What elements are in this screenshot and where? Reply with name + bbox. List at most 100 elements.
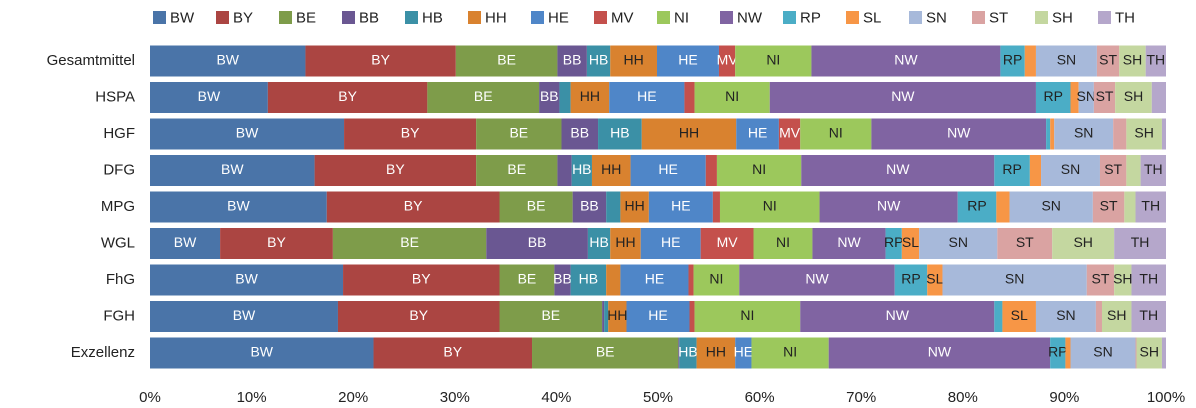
legend-swatch	[972, 11, 985, 24]
segment-label: SH	[1140, 344, 1159, 360]
bar-segment	[559, 82, 571, 113]
legend-swatch	[594, 11, 607, 24]
bar-segment	[957, 191, 997, 223]
segment-label: NI	[752, 161, 766, 177]
bar-segment	[606, 191, 621, 223]
segment-label: BE	[527, 198, 546, 214]
segment-label: HH	[623, 52, 643, 68]
bar-segment	[1024, 45, 1036, 77]
legend-swatch	[279, 11, 292, 24]
x-tick-label: 0%	[139, 389, 161, 406]
segment-label: HB	[589, 234, 608, 250]
bar-segment	[1065, 337, 1071, 369]
segment-label: NW	[886, 161, 910, 177]
bar-segment	[572, 191, 607, 223]
bar-segment	[1114, 264, 1132, 296]
bar-segment	[1096, 45, 1120, 77]
segment-label: SN	[1077, 88, 1096, 104]
segment-label: HE	[671, 198, 690, 214]
segment-label: SL	[926, 271, 943, 287]
segment-label: NW	[891, 88, 915, 104]
segment-label: SH	[1107, 307, 1126, 323]
bar-segment	[455, 45, 558, 77]
segment-label: SN	[1074, 125, 1093, 141]
segment-label: HB	[610, 125, 629, 141]
category-label: HSPA	[95, 88, 135, 105]
segment-label: BW	[236, 125, 259, 141]
bar-segment	[1070, 337, 1136, 369]
segment-label: NW	[928, 344, 952, 360]
bar-segment	[705, 155, 717, 186]
segment-label: TH	[1141, 198, 1160, 214]
legend-swatch	[342, 11, 355, 24]
segment-label: SH	[1113, 271, 1132, 287]
x-tick-label: 30%	[440, 389, 470, 406]
segment-label: ST	[1100, 198, 1118, 214]
bar-segment	[570, 264, 607, 296]
bar-segment	[1086, 264, 1115, 296]
bar-segment	[648, 191, 713, 223]
bar-segment	[1041, 155, 1100, 186]
bar-segment	[753, 228, 813, 259]
segment-label: RP	[1003, 52, 1022, 68]
legend-label: BW	[170, 9, 195, 26]
bar-segment	[557, 155, 572, 186]
bar-segment	[626, 301, 690, 332]
segment-label: ST	[1104, 161, 1122, 177]
bar-segment	[694, 82, 770, 113]
legend-swatch	[909, 11, 922, 24]
segment-label: RP	[967, 198, 986, 214]
segment-label: SL	[1011, 307, 1028, 323]
segment-label: BE	[518, 271, 537, 287]
segment-label: NI	[783, 344, 797, 360]
segment-label: HB	[589, 52, 608, 68]
bar-segment	[1095, 301, 1102, 332]
segment-label: SN	[1057, 52, 1076, 68]
segment-label: NI	[740, 307, 754, 323]
bar-segment	[343, 264, 500, 296]
segment-label: SN	[1041, 198, 1060, 214]
legend-label: NW	[737, 9, 763, 26]
bar-segment	[927, 264, 943, 296]
bar-segment	[1035, 301, 1096, 332]
bar-segment	[1131, 301, 1166, 332]
segment-label: BB	[528, 234, 547, 250]
bar-segment	[1126, 118, 1162, 150]
segment-label: TH	[1131, 234, 1150, 250]
segment-label: MV	[779, 125, 801, 141]
bar-segment	[942, 264, 1087, 296]
segment-label: BE	[474, 88, 493, 104]
bar-segment	[735, 337, 752, 369]
bar-segment	[1113, 118, 1127, 150]
legend-swatch	[783, 11, 796, 24]
bar-segment	[688, 264, 694, 296]
legend-swatch	[531, 11, 544, 24]
x-tick-label: 40%	[541, 389, 571, 406]
segment-label: HE	[678, 52, 697, 68]
bar-segment	[602, 301, 605, 332]
x-tick-label: 80%	[948, 389, 978, 406]
segment-label: HE	[734, 344, 753, 360]
segment-label: NI	[763, 198, 777, 214]
bar-segment	[610, 228, 641, 259]
legend-label: TH	[1115, 9, 1135, 26]
legend-swatch	[405, 11, 418, 24]
segment-label: BW	[233, 307, 256, 323]
bar-segment	[1114, 228, 1166, 259]
segment-label: BE	[541, 307, 560, 323]
segment-label: RP	[1002, 161, 1021, 177]
segment-label: TH	[1147, 52, 1166, 68]
segment-label: NW	[837, 234, 861, 250]
bar-segment	[476, 118, 562, 150]
segment-label: NW	[894, 52, 918, 68]
segment-label: HH	[580, 88, 600, 104]
legend-swatch	[153, 11, 166, 24]
segment-label: SL	[902, 234, 919, 250]
bar-segment	[344, 118, 477, 150]
bar-segment	[150, 228, 221, 259]
bar-segment	[476, 155, 558, 186]
bar-segment	[586, 45, 611, 77]
bar-segment	[885, 228, 902, 259]
legend-swatch	[468, 11, 481, 24]
segment-label: BE	[509, 125, 528, 141]
